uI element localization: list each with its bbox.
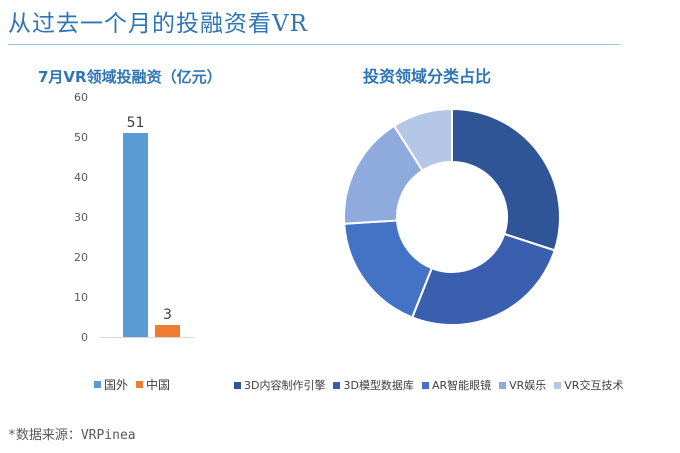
page-title: 从过去一个月的投融资看VR <box>8 11 308 37</box>
donut-chart-legend: 3D内容制作引擎 3D模型数据库 AR智能眼镜 VR娱乐 VR交互技术 <box>234 377 631 393</box>
legend-label: 中国 <box>146 378 171 392</box>
y-axis-tick-label: 50 <box>74 131 88 144</box>
legend-label: VR娱乐 <box>509 379 547 392</box>
legend-label: 3D模型数据库 <box>343 379 414 392</box>
bar-chart-legend: 国外 中国 <box>94 376 178 393</box>
donut-slice <box>343 219 434 319</box>
legend-label: 3D内容制作引擎 <box>244 379 326 392</box>
donut-slice <box>451 107 561 252</box>
y-axis-tick-label: 40 <box>74 171 88 184</box>
y-axis-tick-label: 20 <box>74 251 88 264</box>
donut-slice <box>410 232 556 326</box>
y-axis-tick-label: 0 <box>81 331 88 344</box>
data-source-note: *数据来源：VRPinea <box>8 428 136 443</box>
donut-legend-item: 3D内容制作引擎 <box>234 377 325 393</box>
bar-data-label: 3 <box>163 307 172 323</box>
legend-swatch <box>554 381 562 389</box>
y-axis-tick-label: 30 <box>74 211 88 224</box>
legend-swatch <box>136 381 144 388</box>
legend-swatch <box>499 381 507 389</box>
legend-swatch <box>333 381 341 389</box>
donut-legend-item: 3D模型数据库 <box>333 377 414 393</box>
donut-legend-item: VR交互技术 <box>554 377 623 393</box>
donut-slice <box>392 107 453 172</box>
bar-chart-title: 7月VR领域投融资（亿元） <box>38 68 222 86</box>
legend-swatch <box>234 381 241 389</box>
bar-china <box>155 325 180 337</box>
donut-legend-item: AR智能眼镜 <box>421 377 492 393</box>
bar-legend-item: 中国 <box>136 376 170 393</box>
legend-swatch <box>94 381 101 388</box>
legend-label: 国外 <box>104 378 129 392</box>
bar-foreign <box>123 133 148 337</box>
bar-legend-item: 国外 <box>94 376 128 393</box>
donut-chart-title: 投资领域分类占比 <box>363 67 492 86</box>
legend-swatch <box>421 381 429 389</box>
y-axis-tick-label: 10 <box>74 291 88 304</box>
y-axis-tick-label: 60 <box>74 91 88 104</box>
legend-label: AR智能眼镜 <box>431 379 492 392</box>
donut-legend-item: VR娱乐 <box>499 377 546 393</box>
title-divider <box>8 44 620 45</box>
legend-label: VR交互技术 <box>564 379 624 392</box>
bar-data-label: 51 <box>127 115 145 131</box>
